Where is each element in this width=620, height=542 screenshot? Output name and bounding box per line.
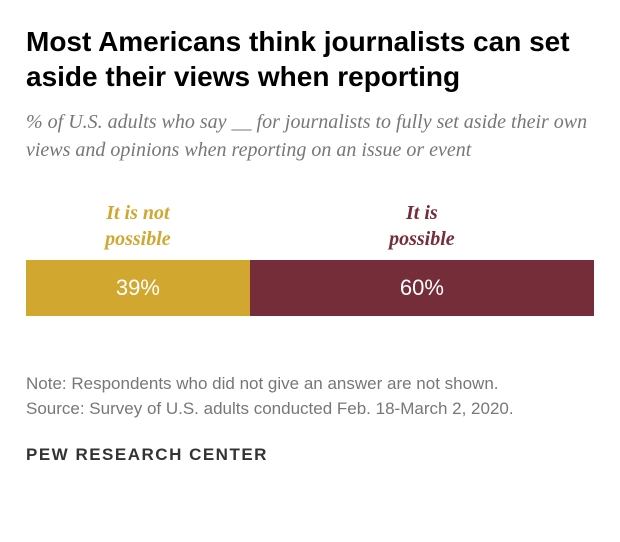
- bar-value-not-possible: 39%: [116, 275, 160, 301]
- chart-title: Most Americans think journalists can set…: [26, 24, 594, 94]
- source-attribution: PEW RESEARCH CENTER: [26, 445, 594, 465]
- bar-value-possible: 60%: [400, 275, 444, 301]
- stacked-bar: 39% 60%: [26, 260, 594, 316]
- label-possible: It ispossible: [250, 200, 594, 252]
- bar-labels-row: It is notpossible It ispossible: [26, 200, 594, 252]
- label-not-possible: It is notpossible: [26, 200, 250, 252]
- chart-area: It is notpossible It ispossible 39% 60%: [26, 200, 594, 316]
- bar-segment-not-possible: 39%: [26, 260, 250, 316]
- chart-note: Note: Respondents who did not give an an…: [26, 372, 594, 421]
- bar-segment-possible: 60%: [250, 260, 594, 316]
- chart-subtitle: % of U.S. adults who say __ for journali…: [26, 108, 594, 164]
